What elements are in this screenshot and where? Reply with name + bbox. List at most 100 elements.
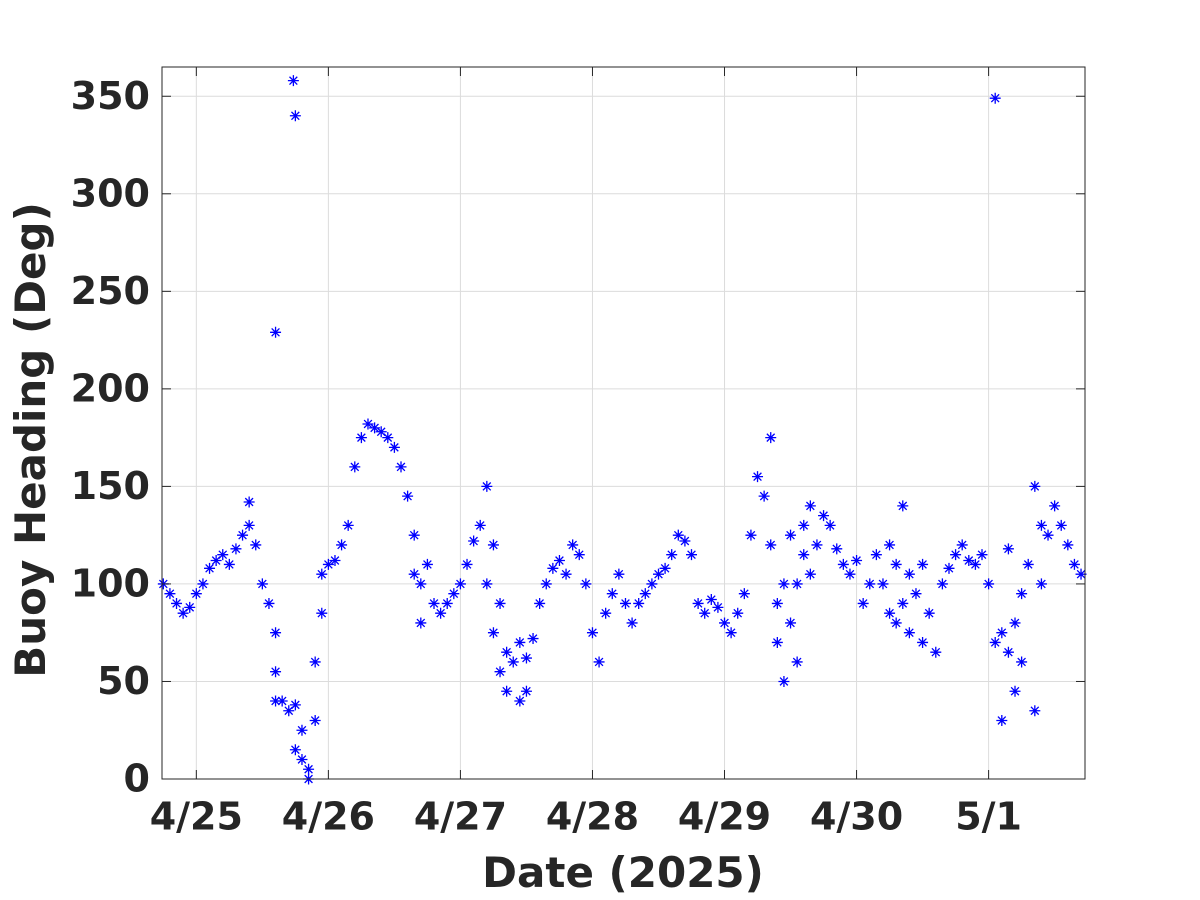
data-point [1062,539,1074,551]
data-point [1002,543,1014,555]
data-point [520,652,532,664]
data-point [171,597,183,609]
data-point [969,558,981,570]
data-point [1009,685,1021,697]
data-point [309,656,321,668]
data-point [283,705,295,717]
data-point [771,636,783,648]
data-point [540,578,552,590]
data-point [296,753,308,765]
data-point [732,607,744,619]
data-point [818,510,830,522]
data-point [520,685,532,697]
data-point [785,529,797,541]
data-point [177,607,189,619]
data-point [487,627,499,639]
data-point [263,597,275,609]
plot-area [162,67,1085,779]
data-point [798,519,810,531]
data-point [461,558,473,570]
data-point [494,666,506,678]
data-point [1042,529,1054,541]
data-point [950,549,962,561]
data-point [864,578,876,590]
data-point [989,92,1001,104]
data-point [270,326,282,338]
data-point [1009,617,1021,629]
data-point [468,535,480,547]
data-point [494,597,506,609]
data-point [501,685,513,697]
data-point [917,558,929,570]
data-point [890,617,902,629]
data-point [408,568,420,580]
data-point [415,617,427,629]
data-point [289,110,301,122]
data-point [349,461,361,473]
data-point [936,578,948,590]
data-point [765,432,777,444]
ticks: 0 50 100 150 200 250 300 350 4/25 4/26 4/27 4/28 4/2… [71,67,1085,839]
data-point [672,529,684,541]
data-point [190,588,202,600]
data-point [917,636,929,648]
data-point [811,539,823,551]
data-point [408,529,420,541]
data-point [791,578,803,590]
data-point [250,539,262,551]
data-point [586,627,598,639]
data-point [666,549,678,561]
data-point [289,699,301,711]
data-point [771,597,783,609]
data-point [487,539,499,551]
data-point [639,588,651,600]
data-point [798,549,810,561]
data-point [514,695,526,707]
data-point [210,555,222,567]
data-point [699,607,711,619]
data-point [765,539,777,551]
x-tick-label: 4/28 [546,795,639,839]
data-point [454,578,466,590]
data-point [1035,519,1047,531]
data-point [276,695,288,707]
data-point [342,519,354,531]
data-point [824,519,836,531]
data-point [619,597,631,609]
data-point [903,627,915,639]
data-point [996,714,1008,726]
grid [162,67,1085,780]
data-point [884,607,896,619]
data-point [804,568,816,580]
data-point [287,75,299,87]
data-point [686,549,698,561]
data-point [1022,558,1034,570]
data-point [1049,500,1061,512]
data-point [778,675,790,687]
data-point [745,529,757,541]
data-point [738,588,750,600]
data-point [890,558,902,570]
data-point [388,441,400,453]
data-point [395,461,407,473]
data-point [534,597,546,609]
data-point [184,601,196,613]
data-point [204,562,216,574]
data-point [884,539,896,551]
data-point [870,549,882,561]
data-point [705,594,717,606]
data-point [1016,588,1028,600]
data-point [1055,519,1067,531]
data-point [646,578,658,590]
data-point [289,744,301,756]
x-tick-label: 4/29 [678,795,771,839]
data-point [930,646,942,658]
data-point [897,597,909,609]
data-point [329,555,341,567]
data-point [243,496,255,508]
data-point [857,597,869,609]
data-point [851,555,863,567]
data-point [316,607,328,619]
data-point [837,558,849,570]
data-point [712,601,724,613]
